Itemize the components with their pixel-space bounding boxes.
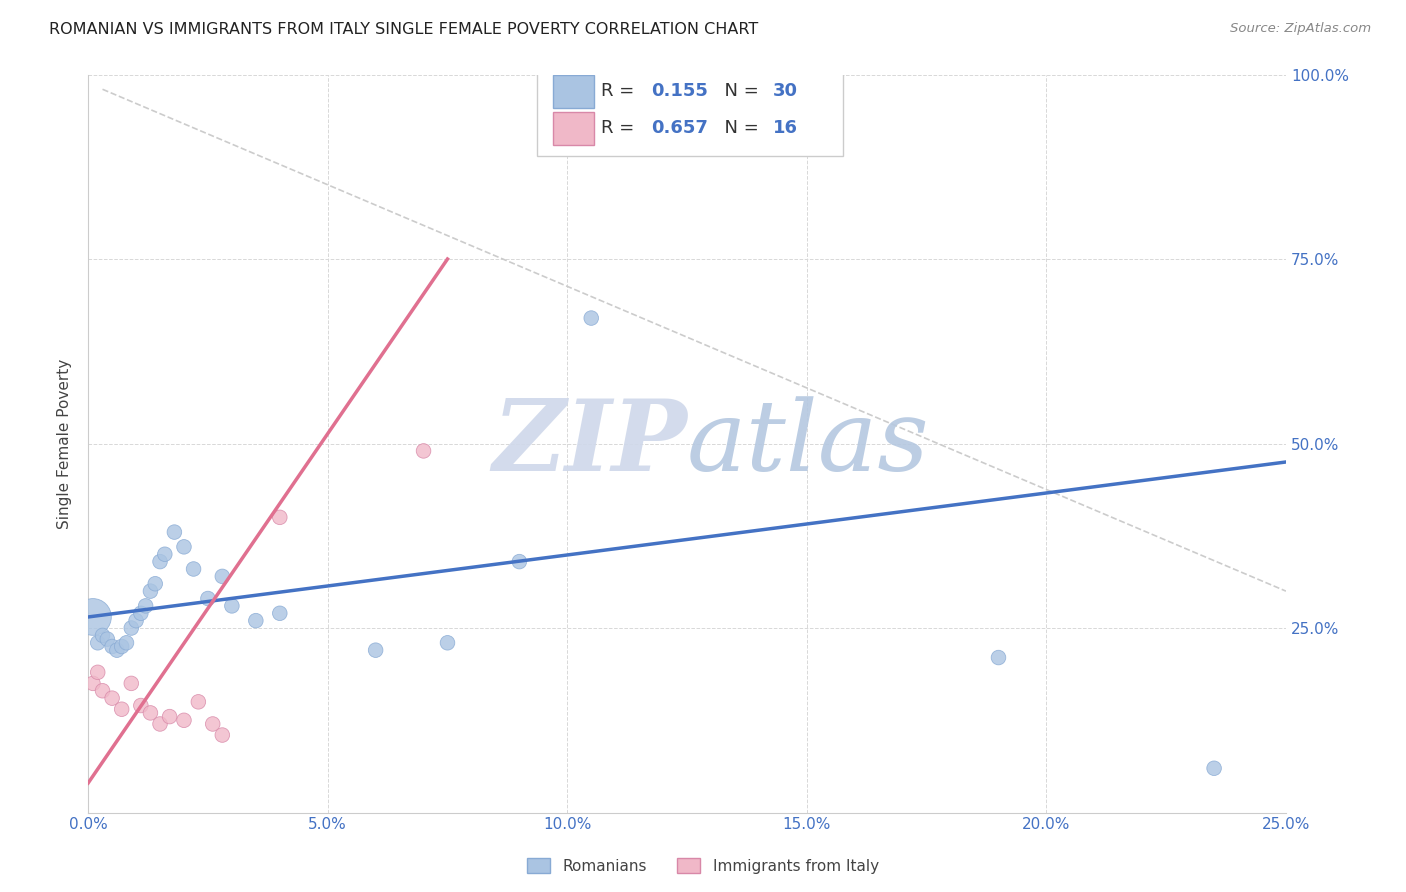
- Point: [173, 540, 195, 554]
- Point: [269, 607, 291, 621]
- Text: 0.657: 0.657: [651, 120, 709, 137]
- Point: [187, 695, 209, 709]
- Point: [120, 621, 142, 635]
- Point: [201, 717, 224, 731]
- Point: [91, 628, 114, 642]
- Point: [129, 698, 152, 713]
- Point: [183, 562, 205, 576]
- Point: [91, 683, 114, 698]
- Point: [211, 569, 233, 583]
- Text: N =: N =: [713, 120, 765, 137]
- FancyBboxPatch shape: [553, 75, 593, 108]
- Point: [87, 636, 110, 650]
- Point: [211, 728, 233, 742]
- Point: [135, 599, 157, 613]
- Point: [101, 691, 124, 706]
- Point: [82, 676, 104, 690]
- Text: 30: 30: [773, 82, 799, 101]
- Point: [149, 555, 172, 569]
- FancyBboxPatch shape: [537, 63, 842, 156]
- Point: [129, 607, 152, 621]
- Point: [364, 643, 387, 657]
- Text: Source: ZipAtlas.com: Source: ZipAtlas.com: [1230, 22, 1371, 36]
- Point: [111, 640, 134, 654]
- Point: [163, 525, 186, 540]
- Point: [120, 676, 142, 690]
- Point: [436, 636, 458, 650]
- Text: R =: R =: [600, 82, 640, 101]
- Point: [1204, 761, 1226, 775]
- Point: [159, 709, 181, 723]
- Point: [101, 640, 124, 654]
- Point: [87, 665, 110, 680]
- Text: N =: N =: [713, 82, 765, 101]
- Text: ROMANIAN VS IMMIGRANTS FROM ITALY SINGLE FEMALE POVERTY CORRELATION CHART: ROMANIAN VS IMMIGRANTS FROM ITALY SINGLE…: [49, 22, 758, 37]
- Text: ZIP: ZIP: [492, 395, 688, 491]
- Point: [96, 632, 118, 646]
- Point: [197, 591, 219, 606]
- Point: [125, 614, 148, 628]
- Point: [149, 717, 172, 731]
- Point: [105, 643, 128, 657]
- Point: [115, 636, 138, 650]
- Point: [139, 584, 162, 599]
- Text: atlas: atlas: [688, 396, 929, 491]
- FancyBboxPatch shape: [553, 112, 593, 145]
- Point: [173, 713, 195, 727]
- Point: [143, 576, 166, 591]
- Point: [245, 614, 267, 628]
- Point: [987, 650, 1010, 665]
- Point: [82, 610, 104, 624]
- Text: 0.155: 0.155: [651, 82, 709, 101]
- Y-axis label: Single Female Poverty: Single Female Poverty: [58, 359, 72, 529]
- Point: [139, 706, 162, 720]
- Text: R =: R =: [600, 120, 640, 137]
- Point: [221, 599, 243, 613]
- Text: 16: 16: [773, 120, 799, 137]
- Point: [508, 555, 530, 569]
- Point: [581, 311, 603, 326]
- Point: [269, 510, 291, 524]
- Point: [111, 702, 134, 716]
- Point: [153, 547, 176, 561]
- Legend: Romanians, Immigrants from Italy: Romanians, Immigrants from Italy: [522, 852, 884, 880]
- Point: [412, 444, 434, 458]
